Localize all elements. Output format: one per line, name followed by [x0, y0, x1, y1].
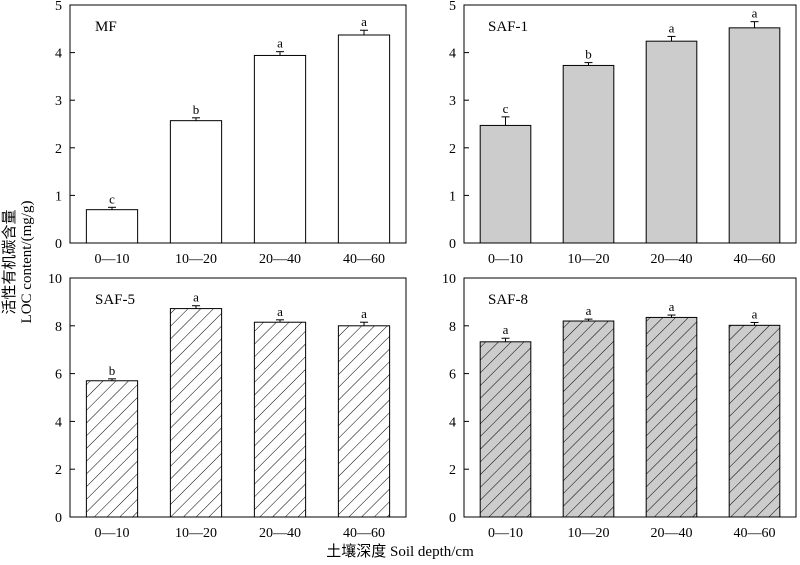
significance-letter: a	[752, 306, 758, 321]
x-tick-label: 0—10	[488, 526, 523, 541]
x-tick-label: 20—40	[259, 252, 301, 267]
x-tick-label: 0—10	[95, 252, 130, 267]
y-tick-label: 0	[449, 511, 456, 526]
y-tick-label: 2	[55, 142, 62, 157]
significance-letter: a	[193, 290, 199, 305]
y-tick-label: 2	[449, 463, 456, 478]
chart-panel-3: 0 2 4 6 8 10 SAF-5 0—10 b 10—20 a 20—40 a 40—60 a	[48, 272, 407, 541]
bar	[337, 34, 391, 244]
panel-title: SAF-5	[95, 292, 135, 308]
y-tick-label: 4	[449, 415, 456, 430]
significance-letter: c	[503, 101, 509, 116]
bar	[85, 209, 139, 244]
chart-panel-2: 0 1 2 3 4 5 SAF-1 0—10 c 10—20 b 20—40 a 40—60 a	[449, 0, 797, 267]
significance-letter: a	[669, 299, 675, 314]
x-tick-label: 10—20	[175, 526, 217, 541]
bar	[479, 124, 532, 244]
plot-frame	[463, 277, 797, 518]
panel-title: SAF-8	[488, 292, 528, 308]
x-tick-label: 20—40	[651, 526, 693, 541]
significance-letter: c	[109, 191, 115, 206]
x-tick-label: 0—10	[95, 526, 130, 541]
significance-letter: a	[586, 303, 592, 318]
chart-panel-1: 0 1 2 3 4 5 MF 0—10 c 10—20 b 20—40 a 40—60 a	[55, 0, 407, 267]
x-tick-label: 10—20	[175, 252, 217, 267]
y-tick-label: 1	[449, 189, 456, 204]
significance-letter: a	[361, 14, 367, 29]
bar	[562, 320, 615, 518]
bar	[728, 27, 781, 244]
plot-frame	[463, 4, 797, 244]
y-tick-label: 4	[55, 415, 62, 430]
bar	[253, 54, 307, 244]
bar	[169, 120, 223, 244]
x-tick-label: 40—60	[734, 252, 776, 267]
y-tick-label: 10	[442, 272, 456, 287]
significance-letter: a	[361, 306, 367, 321]
x-tick-label: 0—10	[488, 252, 523, 267]
panel-title: SAF-1	[488, 19, 528, 35]
x-tick-label: 10—20	[568, 252, 610, 267]
significance-letter: b	[585, 47, 592, 62]
bar	[253, 321, 307, 518]
significance-letter: a	[752, 6, 758, 21]
x-tick-label: 40—60	[734, 526, 776, 541]
y-tick-label: 1	[55, 189, 62, 204]
x-tick-label: 20—40	[259, 526, 301, 541]
chart-panel-4: 0 2 4 6 8 10 SAF-8 0—10 a 10—20 a 20—40 a 40—60 a	[442, 272, 797, 541]
y-tick-label: 2	[449, 142, 456, 157]
y-tick-label: 3	[55, 94, 62, 109]
y-axis-title-cn: 活性有机碳含量	[1, 209, 18, 314]
y-tick-label: 5	[449, 0, 456, 14]
significance-letter: a	[669, 20, 675, 35]
y-tick-label: 0	[55, 237, 62, 252]
bar	[169, 308, 223, 518]
plot-frame	[69, 4, 407, 244]
y-tick-label: 6	[55, 368, 62, 383]
bar	[337, 325, 391, 518]
bar	[479, 341, 532, 518]
bar	[562, 64, 615, 244]
x-tick-label: 10—20	[568, 526, 610, 541]
significance-letter: a	[503, 322, 509, 337]
y-tick-label: 6	[449, 368, 456, 383]
panel-title: MF	[95, 19, 117, 35]
significance-letter: a	[277, 304, 283, 319]
x-tick-label: 40—60	[343, 252, 385, 267]
x-tick-label: 20—40	[651, 252, 693, 267]
x-axis-title: 土壤深度 Soil depth/cm	[326, 542, 474, 560]
plot-frame	[69, 277, 407, 518]
significance-letter: b	[109, 363, 116, 378]
y-tick-label: 3	[449, 94, 456, 109]
y-tick-label: 4	[449, 47, 456, 62]
bar	[645, 316, 698, 518]
significance-letter: b	[193, 102, 200, 117]
y-tick-label: 0	[449, 237, 456, 252]
y-tick-label: 8	[55, 320, 62, 335]
y-tick-label: 10	[48, 272, 62, 287]
y-tick-label: 8	[449, 320, 456, 335]
y-tick-label: 0	[55, 511, 62, 526]
x-tick-label: 40—60	[343, 526, 385, 541]
y-tick-label: 4	[55, 47, 62, 62]
bar	[728, 324, 781, 518]
y-tick-label: 5	[55, 0, 62, 14]
significance-letter: a	[277, 36, 283, 51]
y-tick-label: 2	[55, 463, 62, 478]
bar	[645, 40, 698, 244]
bar	[85, 380, 139, 518]
y-axis-title-en: LOC content/(mg/g)	[19, 201, 35, 324]
